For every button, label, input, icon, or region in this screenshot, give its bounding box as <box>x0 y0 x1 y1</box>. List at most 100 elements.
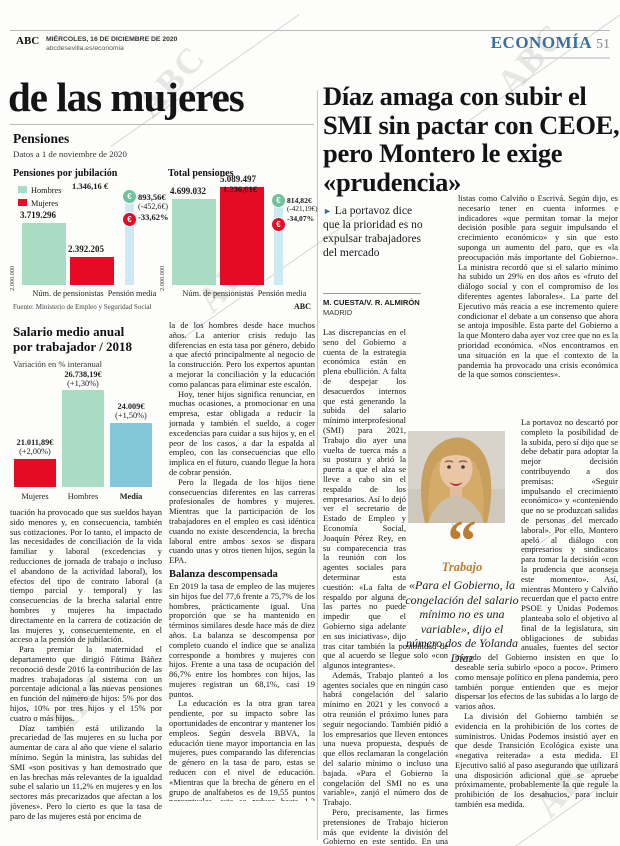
paragraph: la de los hombres desde hace muchos años… <box>169 321 315 389</box>
paragraph: Pero, precisamente, las firmes pretensio… <box>323 807 448 846</box>
chart-top-rule <box>10 124 314 125</box>
legend-swatch-mujeres <box>18 199 27 206</box>
pension-media-tot-diff: (-421,19€) <box>287 205 318 213</box>
left-story-column-1: tuación ha provocado que sus sueldos hay… <box>10 508 162 842</box>
paragraph: Además, Trabajo planteó a los agentes so… <box>323 669 448 808</box>
legend-mujeres: Mujeres <box>18 199 58 208</box>
pension-media-tot-mujeres-value: 814,82€ <box>287 196 312 205</box>
salario-hombres-value: 26.738,19€ <box>64 370 102 379</box>
euro-icon-tot-hombres: € <box>272 194 285 207</box>
salario-mujeres-pct: (+2,00%) <box>19 447 51 456</box>
legend-swatch-hombres <box>18 186 27 193</box>
pensiones-chart: Pensiones Datos a 1 de noviembre de 2020… <box>9 124 318 316</box>
bar-tot-mujeres <box>220 187 264 285</box>
masthead-url: abcdesevilla.es/economia <box>46 45 124 52</box>
section-header: ECONOMÍA 51 <box>380 33 610 53</box>
pull-quote: “ Trabajo «Para el Gobierno, la congelac… <box>404 508 520 665</box>
salario-media-pct: (+1,50%) <box>115 411 147 420</box>
paragraph: Hoy, tener hijos significa renunciar, en… <box>169 388 315 477</box>
x-label-jub-bars: Núm. de pensionistas <box>32 289 104 298</box>
bar-tot-hombres <box>172 199 216 285</box>
paragraph: Para premiar la maternidad el departamen… <box>10 644 162 723</box>
bar-value-jub-hombres: 3.719.296 <box>20 210 56 220</box>
lollipop-bar-jub <box>125 195 134 285</box>
pension-media-tot-hombres-value: 1.236,01€ <box>223 184 257 194</box>
article-column-1: Las discrepancias en el seno del Gobiern… <box>323 328 448 846</box>
legend-label-hombres: Hombres <box>31 186 62 195</box>
bar-jub-mujeres <box>70 257 114 285</box>
euro-icon-jub-mujeres: € <box>123 213 136 226</box>
paragraph: Pero la llegada de los hijos tiene conse… <box>169 476 315 566</box>
salario-title-1: Salario medio anual <box>13 324 125 339</box>
brand-logo: ABC <box>16 35 40 47</box>
bar-salario-hombres <box>62 390 104 487</box>
x-label-tot-bars: Núm. de pensionistas <box>182 289 254 298</box>
chart-credit: ABC <box>294 302 311 311</box>
paragraph: listas como Calviño o Escrivá. Según dij… <box>458 194 618 380</box>
pension-media-jub-mujeres-value: 893,56€ <box>138 192 166 202</box>
bar-value-tot-hombres: 4.699.032 <box>170 186 206 196</box>
article-dateline: MADRID <box>323 308 353 317</box>
inline-subhead: Balanza descompensada <box>169 568 278 580</box>
euro-icon-jub-hombres: € <box>123 190 136 203</box>
salario-mujeres-value: 21.011,89€ <box>16 438 54 447</box>
section-underline <box>522 57 610 59</box>
paragraph: En 2019 la tasa de empleo de las mujeres… <box>169 580 315 699</box>
legend-label-mujeres: Mujeres <box>31 199 59 208</box>
masthead-date: MIÉRCOLES, 16 DE DICIEMBRE DE 2020 <box>46 36 178 43</box>
bar-value-tot-mujeres: 5.089.497 <box>220 174 256 184</box>
salario-media-value: 24.009€ <box>117 402 145 411</box>
paragraph: La educación es la otra gran tarea pendi… <box>169 698 315 801</box>
article-headline: Díaz amaga con subir el SMI sin pactar c… <box>323 81 620 197</box>
pension-media-tot-pct: -34,07% <box>287 214 315 223</box>
salario-xlabel-hombres: Hombres <box>67 492 99 501</box>
paragraph: tuación ha provocado que sus sueldos hay… <box>10 508 162 645</box>
byline-rule <box>323 293 421 294</box>
axis-label-tot: 2.000.000 <box>159 265 166 291</box>
section-label: ECONOMÍA <box>490 33 592 52</box>
paragraph: Díaz también está utilizando la precarie… <box>10 722 162 821</box>
x-label-tot-lollipop: Pensión media <box>257 289 307 298</box>
lollipop-bar-tot <box>274 198 283 285</box>
article-column-2: listas como Calviño o Escrivá. Según dij… <box>458 194 618 418</box>
standfirst-text: La portavoz dice que la prioridad es no … <box>323 205 423 259</box>
quote-mark-icon: “ <box>447 508 477 573</box>
paragraph: Las discrepancias en el seno del Gobiern… <box>323 328 448 671</box>
quote-text: «Para el Gobierno, la congelación del sa… <box>405 578 519 665</box>
salario-xlabel-mujeres: Mujeres <box>21 492 49 501</box>
paragraph: La portavoz no descartó por completo la … <box>455 418 618 712</box>
salario-title-2: por trabajador / 2018 <box>13 339 133 354</box>
article-standfirst: ► La portavoz dice que la prioridad es n… <box>323 204 426 260</box>
chart-source: Fuente: Ministerio de Empleo y Seguridad… <box>13 303 152 311</box>
paragraph: La división del Gobierno también se evid… <box>455 710 618 810</box>
bar-jub-hombres <box>22 223 66 285</box>
left-story-column-2: la de los hombres desde hace muchos años… <box>169 321 315 801</box>
portrait-illustration <box>408 431 505 523</box>
left-story-headline: de las mujeres <box>8 74 245 120</box>
salario-chart: Salario medio anual por trabajador / 201… <box>10 320 162 506</box>
legend-hombres: Hombres <box>18 186 61 195</box>
chart-subtitle: Datos a 1 de noviembre de 2020 <box>13 149 127 159</box>
bar-value-jub-mujeres: 2.392.205 <box>68 244 104 254</box>
salario-xlabel-media: Media <box>119 492 143 501</box>
subchart-title-jubilacion: Pensiones por jubilación <box>13 168 118 179</box>
salario-subtitle: Variación en % interanual <box>13 359 103 369</box>
salario-hombres-pct: (+1,30%) <box>67 379 99 388</box>
article-column-3: La portavoz no descartó por completo la … <box>455 418 618 843</box>
bar-salario-media <box>110 423 152 487</box>
pension-media-jub-diff: (-452,6€) <box>138 202 168 211</box>
standfirst-arrow-icon: ► <box>323 206 332 216</box>
x-label-jub-lollipop: Pensión media <box>107 289 157 298</box>
masthead-top-rule <box>10 30 610 31</box>
pension-media-jub-pct: -33,62% <box>138 212 169 222</box>
euro-icon-tot-mujeres: € <box>272 218 285 231</box>
photo-yolanda-diaz <box>408 431 505 523</box>
pension-media-jub-hombres-value: 1.346,16 € <box>72 181 109 191</box>
subchart-title-total: Total pensiones <box>168 168 234 179</box>
bar-salario-mujeres <box>14 459 56 487</box>
article-byline: M. CUESTA/V. R. ALMIRÓN <box>323 298 420 307</box>
quote-kicker: Trabajo <box>441 560 483 574</box>
axis-label-jub: 2.000.000 <box>9 265 16 291</box>
chart-title: Pensiones <box>13 131 70 146</box>
